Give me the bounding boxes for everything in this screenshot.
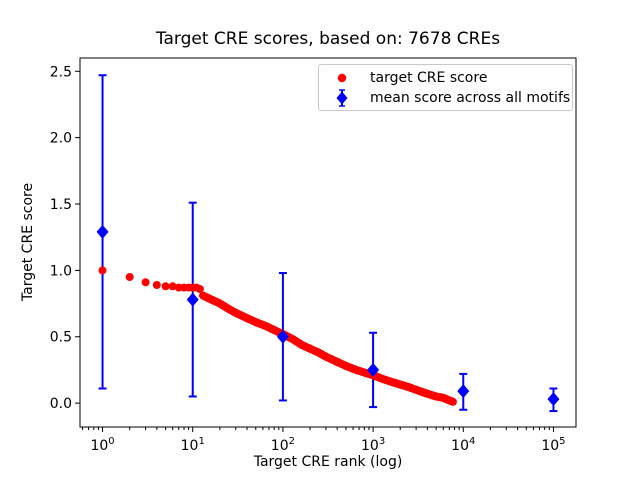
x-tick-labels-group: 100 101 102 103 104 105 (90, 436, 565, 454)
red-scatter-point (98, 266, 107, 275)
y-tick-label: 0.0 (50, 396, 72, 412)
y-tick-label: 1.0 (50, 263, 72, 279)
mean-diamond (547, 392, 560, 407)
legend-diamond-icon (336, 91, 348, 104)
legend-entry-target-score: target CRE score (319, 68, 572, 88)
mean-diamond (367, 362, 380, 377)
red-scatter-point (168, 282, 177, 291)
x-ticks-group (102, 427, 554, 432)
x-tick-label: 103 (361, 436, 385, 454)
x-tick-label: 104 (451, 436, 475, 454)
mean-diamond (276, 329, 289, 344)
x-tick-label: 100 (90, 436, 114, 454)
y-tick-label: 2.0 (50, 131, 72, 147)
red-scatter-point (141, 278, 150, 287)
x-minor-ticks-group (82, 427, 550, 430)
mean-diamond (457, 384, 470, 399)
y-tick-labels-group: 0.0 0.5 1.0 1.5 2.0 2.5 (50, 64, 72, 412)
target-score-scatter-group (98, 266, 457, 406)
chart-title: Target CRE scores, based on: 7678 CREs (155, 29, 501, 49)
y-axis-label: Target CRE score (20, 182, 36, 302)
y-tick-label: 0.5 (50, 330, 72, 346)
blue-diamond-errorbar-marker (336, 88, 348, 107)
y-ticks-group (75, 70, 80, 404)
plot-frame (79, 57, 577, 428)
mean-diamond (96, 224, 109, 239)
red-scatter-point (448, 397, 457, 406)
legend-entry-mean-score: mean score across all motifs (319, 88, 572, 108)
red-circle-marker (337, 73, 347, 82)
x-axis-label: Target CRE rank (log) (253, 454, 403, 470)
legend-circle-icon (337, 73, 347, 82)
red-scatter-point (195, 285, 204, 293)
legend-label: mean score across all motifs (370, 89, 571, 106)
x-tick-label: 102 (271, 436, 295, 454)
legend: target CRE score mean score across all m… (318, 64, 573, 111)
red-scatter-point (125, 273, 134, 281)
y-tick-label: 1.5 (50, 197, 72, 213)
mean-diamonds-group (96, 224, 560, 407)
x-tick-label: 101 (181, 436, 205, 454)
legend-label: target CRE score (370, 69, 488, 86)
x-tick-label: 105 (541, 436, 565, 454)
red-scatter-point (161, 282, 170, 291)
y-tick-label: 2.5 (50, 64, 72, 80)
red-scatter-point (152, 281, 161, 289)
mean-diamond (186, 292, 199, 307)
